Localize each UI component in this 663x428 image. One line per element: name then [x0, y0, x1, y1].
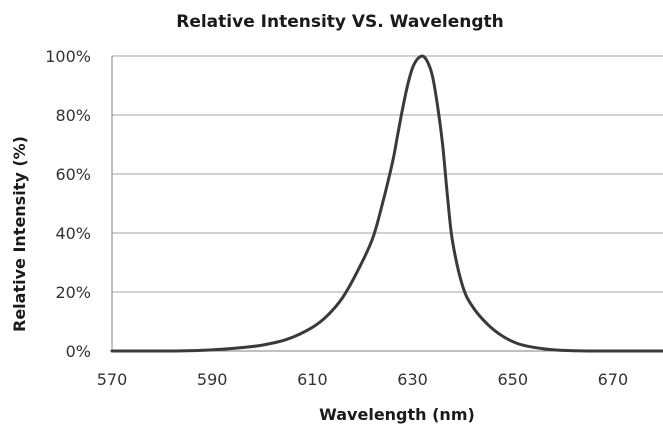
x-tick-label: 670	[598, 370, 629, 389]
axes	[111, 56, 663, 352]
y-tick-label: 20%	[55, 283, 91, 302]
x-tick-labels: 570 590 610 630 650 670	[97, 370, 628, 389]
chart-title: Relative Intensity VS. Wavelength	[176, 12, 504, 32]
x-tick-label: 610	[297, 370, 328, 389]
x-tick-label: 590	[197, 370, 228, 389]
y-axis-label: Relative Intensity (%)	[10, 136, 29, 332]
y-tick-label: 40%	[55, 224, 91, 243]
gridlines	[112, 55, 663, 293]
x-axis-label: Wavelength (nm)	[319, 405, 475, 424]
y-tick-label: 80%	[55, 106, 91, 125]
x-tick-label: 570	[97, 370, 128, 389]
series-line	[110, 54, 663, 353]
y-tick-label: 0%	[66, 342, 91, 361]
y-tick-label: 100%	[45, 47, 91, 66]
series-layer	[110, 54, 663, 353]
y-tick-labels: 0% 20% 40% 60% 80% 100%	[45, 47, 91, 361]
y-tick-label: 60%	[55, 165, 91, 184]
x-tick-label: 650	[497, 370, 528, 389]
x-tick-label: 630	[397, 370, 428, 389]
